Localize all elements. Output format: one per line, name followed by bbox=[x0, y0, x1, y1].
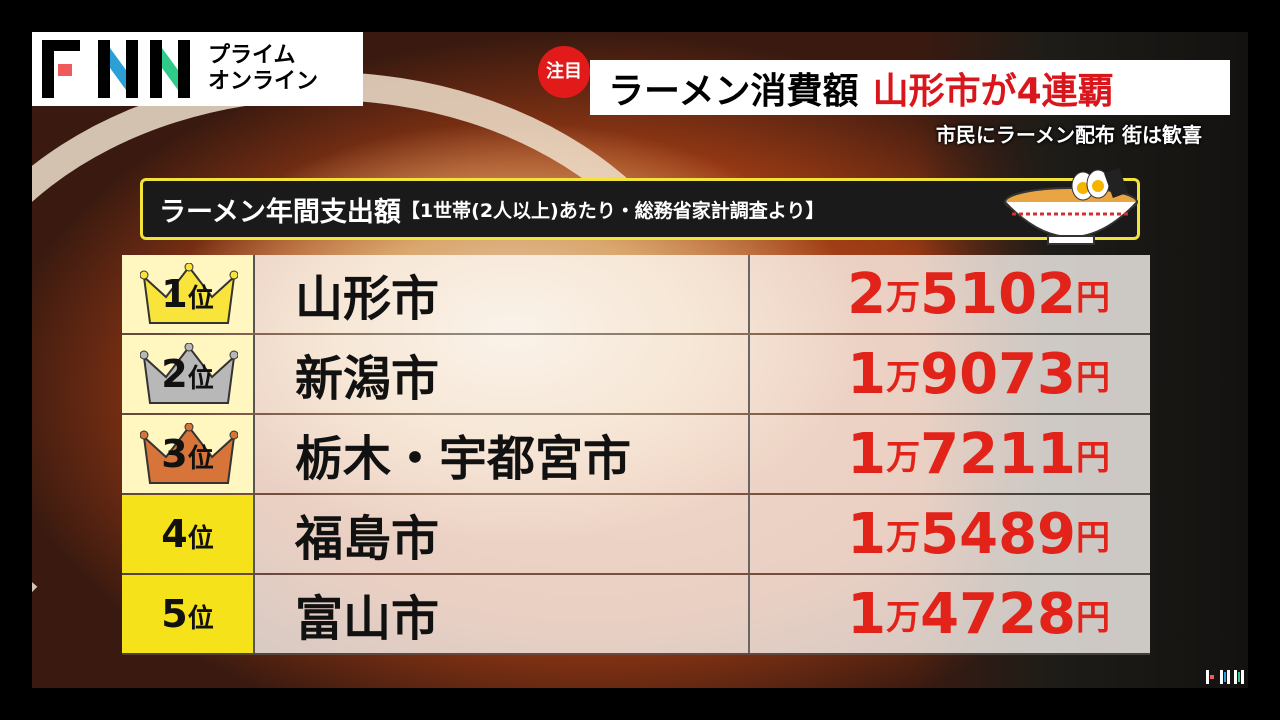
headline-black-text: ラーメン消費額 bbox=[608, 70, 859, 112]
attention-badge: 注目 bbox=[538, 46, 590, 98]
amount-man-digits: 2 bbox=[847, 261, 887, 327]
rank-suffix: 位 bbox=[187, 284, 214, 314]
amount-rest-digits: 9073 bbox=[920, 341, 1076, 407]
fnn-prime-online-logo: プライム オンライン bbox=[32, 32, 363, 106]
amount-man-digits: 1 bbox=[847, 581, 887, 647]
ranking-table: 1位 山形市 2 万 5102 円 2位 新潟市 1 万 9073 円 3位 栃木・宇都宮市 1… bbox=[122, 255, 1150, 655]
spending-amount: 1 万 7211 円 bbox=[750, 415, 1150, 493]
rank-cell: 2位 bbox=[122, 335, 255, 413]
amount-man-digits: 1 bbox=[847, 421, 887, 487]
rank-cell: 5位 bbox=[122, 575, 255, 653]
ranking-row: 1位 山形市 2 万 5102 円 bbox=[122, 255, 1150, 335]
rank-cell: 4位 bbox=[122, 495, 255, 573]
amount-man-digits: 1 bbox=[847, 501, 887, 567]
unit-man: 万 bbox=[886, 277, 921, 318]
city-name: 新潟市 bbox=[255, 335, 750, 413]
rank-number: 5 bbox=[161, 592, 188, 636]
rank-number: 2 bbox=[161, 352, 188, 396]
amount-man-digits: 1 bbox=[847, 341, 887, 407]
logo-line2: オンライン bbox=[208, 69, 319, 94]
spending-amount: 1 万 5489 円 bbox=[750, 495, 1150, 573]
fnn-letters-icon bbox=[42, 40, 190, 98]
unit-man: 万 bbox=[886, 437, 921, 478]
spending-amount: 2 万 5102 円 bbox=[750, 255, 1150, 333]
fnn-logo-mark bbox=[42, 40, 192, 98]
rank-number: 3 bbox=[161, 432, 188, 476]
rank-suffix: 位 bbox=[187, 444, 214, 474]
amount-rest-digits: 5102 bbox=[920, 261, 1076, 327]
unit-yen: 円 bbox=[1076, 357, 1110, 398]
amount-rest-digits: 7211 bbox=[920, 421, 1076, 487]
headline-banner: ラーメン消費額 山形市が4連覇 bbox=[590, 60, 1230, 115]
rank-suffix: 位 bbox=[187, 604, 214, 634]
rank-cell: 1位 bbox=[122, 255, 255, 333]
fnn-corner-logo-icon bbox=[1206, 670, 1244, 684]
ranking-row: 5位 富山市 1 万 4728 円 bbox=[122, 575, 1150, 655]
prime-online-text: プライム オンライン bbox=[208, 43, 318, 95]
city-name: 栃木・宇都宮市 bbox=[255, 415, 750, 493]
table-source-note: 【1世帯(2人以上)あたり・総務省家計調査より】 bbox=[400, 199, 825, 222]
rank-suffix: 位 bbox=[187, 524, 214, 554]
amount-rest-digits: 5489 bbox=[920, 501, 1076, 567]
unit-yen: 円 bbox=[1076, 437, 1110, 478]
spending-amount: 1 万 9073 円 bbox=[750, 335, 1150, 413]
table-title: ラーメン年間支出額 bbox=[159, 196, 401, 228]
ranking-row: 2位 新潟市 1 万 9073 円 bbox=[122, 335, 1150, 415]
unit-man: 万 bbox=[886, 597, 921, 638]
ranking-row: 4位 福島市 1 万 5489 円 bbox=[122, 495, 1150, 575]
table-title-bar: ラーメン年間支出額 【1世帯(2人以上)あたり・総務省家計調査より】 bbox=[140, 178, 1140, 240]
spending-amount: 1 万 4728 円 bbox=[750, 575, 1150, 653]
rank-number: 1 bbox=[161, 272, 188, 316]
rank-suffix: 位 bbox=[187, 364, 214, 394]
headline-subtitle: 市民にラーメン配布 街は歓喜 bbox=[935, 123, 1202, 147]
rank-cell: 3位 bbox=[122, 415, 255, 493]
amount-rest-digits: 4728 bbox=[920, 581, 1076, 647]
unit-yen: 円 bbox=[1076, 517, 1110, 558]
ramen-bowl-icon bbox=[1004, 168, 1138, 245]
unit-yen: 円 bbox=[1076, 597, 1110, 638]
headline-red-text: 山形市が4連覇 bbox=[872, 70, 1114, 112]
crown-gold-icon bbox=[140, 263, 238, 324]
unit-man: 万 bbox=[886, 357, 921, 398]
ranking-row: 3位 栃木・宇都宮市 1 万 7211 円 bbox=[122, 415, 1150, 495]
rank-number: 4 bbox=[161, 512, 188, 556]
crown-bronze-icon bbox=[140, 423, 238, 484]
city-name: 富山市 bbox=[255, 575, 750, 653]
logo-line1: プライム bbox=[208, 43, 296, 68]
city-name: 福島市 bbox=[255, 495, 750, 573]
city-name: 山形市 bbox=[255, 255, 750, 333]
unit-yen: 円 bbox=[1076, 277, 1110, 318]
crown-silver-icon bbox=[140, 343, 238, 404]
unit-man: 万 bbox=[886, 517, 921, 558]
